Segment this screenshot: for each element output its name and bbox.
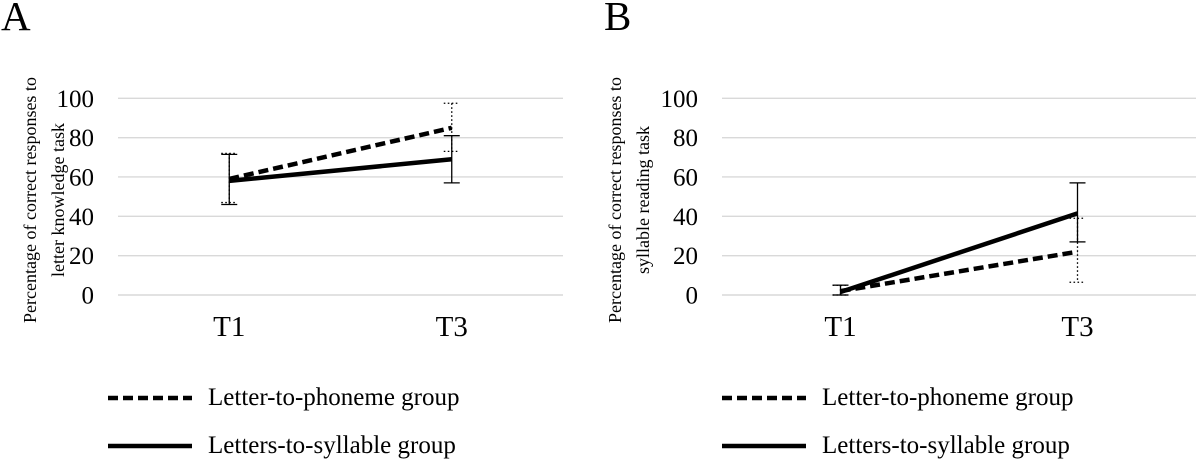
y-tick-labels: 0 20 40 60 80 100 xyxy=(661,86,699,310)
panel-a-label: A xyxy=(1,0,31,39)
error-bars-solid xyxy=(832,182,1086,296)
x-tick-label: T1 xyxy=(213,311,245,343)
y-tick-label: 60 xyxy=(673,164,698,191)
y-axis-title: Percentage of correct responses to letter… xyxy=(20,77,68,323)
y-tick-labels: 0 20 40 60 80 100 xyxy=(57,86,95,310)
solid-line-sample-icon xyxy=(108,443,192,449)
y-tick-label: 20 xyxy=(69,243,94,270)
legend-label: Letter-to-phoneme group xyxy=(822,384,1074,411)
chart-b: 0 20 40 60 80 100 T1 T3 Percentage of correct re… xyxy=(605,77,1196,343)
x-tick-labels: T1 T3 xyxy=(824,311,1093,343)
y-tick-label: 80 xyxy=(673,125,698,152)
x-tick-labels: T1 T3 xyxy=(213,311,468,343)
y-tick-label: 100 xyxy=(661,86,699,113)
series-line-solid xyxy=(229,157,452,184)
y-tick-label: 100 xyxy=(57,86,95,113)
y-tick-label: 0 xyxy=(686,283,699,310)
dashed-line-sample-icon xyxy=(108,395,192,401)
x-tick-label: T1 xyxy=(824,311,856,343)
chart-a: 0 20 40 60 80 100 T1 T3 Percentage of correct re… xyxy=(20,77,563,343)
legend-label: Letters-to-syllable group xyxy=(822,432,1070,459)
series-line-dashed xyxy=(840,249,1078,294)
y-tick-label: 80 xyxy=(69,125,94,152)
y-tick-label: 20 xyxy=(673,243,698,270)
legend-label: Letter-to-phoneme group xyxy=(208,384,460,411)
panel-b-label: B xyxy=(604,0,632,39)
dashed-line-sample-icon xyxy=(722,395,806,401)
solid-line-sample-icon xyxy=(722,443,806,449)
legend-item-b-phoneme: Letter-to-phoneme group xyxy=(722,385,1074,411)
gridlines xyxy=(118,97,563,296)
y-tick-label: 40 xyxy=(673,204,698,231)
series-line-solid xyxy=(839,211,1079,295)
legend-label: Letters-to-syllable group xyxy=(208,432,456,459)
gridlines xyxy=(722,97,1196,296)
y-axis-title: Percentage of correct responses to syllab… xyxy=(605,77,653,323)
series-line-dashed xyxy=(228,125,453,182)
legend-item-b-syllable: Letters-to-syllable group xyxy=(722,433,1070,459)
x-tick-label: T3 xyxy=(1061,311,1093,343)
legend-item-a-phoneme: Letter-to-phoneme group xyxy=(108,385,460,411)
y-tick-label: 40 xyxy=(69,204,94,231)
y-tick-label: 60 xyxy=(69,164,94,191)
y-tick-label: 0 xyxy=(82,283,95,310)
x-tick-label: T3 xyxy=(436,311,468,343)
legend-item-a-syllable: Letters-to-syllable group xyxy=(108,433,456,459)
